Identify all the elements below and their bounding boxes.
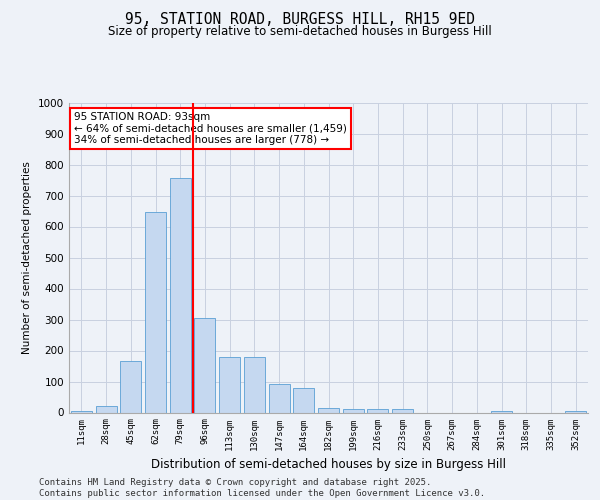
Bar xyxy=(293,388,314,412)
Text: 95, STATION ROAD, BURGESS HILL, RH15 9ED: 95, STATION ROAD, BURGESS HILL, RH15 9ED xyxy=(125,12,475,28)
Text: Contains HM Land Registry data © Crown copyright and database right 2025.
Contai: Contains HM Land Registry data © Crown c… xyxy=(39,478,485,498)
Bar xyxy=(343,409,364,412)
Bar xyxy=(269,384,290,412)
Bar xyxy=(145,212,166,412)
Bar xyxy=(120,362,141,412)
Bar xyxy=(491,411,512,412)
Bar xyxy=(194,318,215,412)
Bar xyxy=(367,410,388,412)
Bar xyxy=(71,411,92,412)
Bar xyxy=(95,406,116,412)
Bar xyxy=(219,356,240,412)
Bar xyxy=(244,356,265,412)
Y-axis label: Number of semi-detached properties: Number of semi-detached properties xyxy=(22,161,32,354)
Bar xyxy=(565,411,586,412)
Bar xyxy=(392,409,413,412)
Bar xyxy=(318,408,339,412)
Text: Size of property relative to semi-detached houses in Burgess Hill: Size of property relative to semi-detach… xyxy=(108,25,492,38)
Bar xyxy=(170,178,191,412)
Text: 95 STATION ROAD: 93sqm
← 64% of semi-detached houses are smaller (1,459)
34% of : 95 STATION ROAD: 93sqm ← 64% of semi-det… xyxy=(74,112,347,145)
X-axis label: Distribution of semi-detached houses by size in Burgess Hill: Distribution of semi-detached houses by … xyxy=(151,458,506,471)
